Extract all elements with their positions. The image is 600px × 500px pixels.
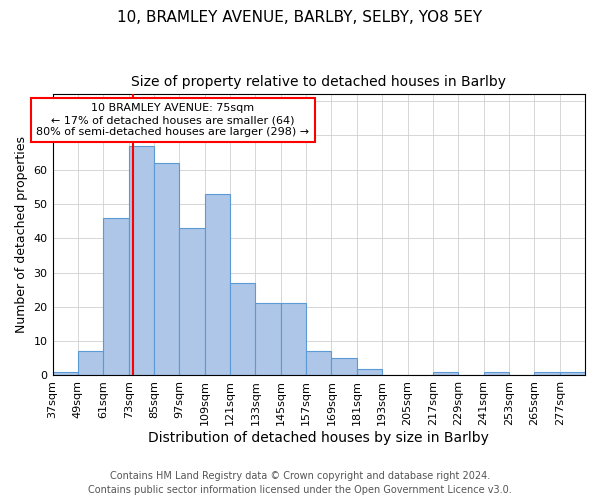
Bar [78,352,103,376]
Bar [103,218,128,376]
Bar [230,283,256,376]
Bar [484,372,509,376]
Bar [205,194,230,376]
Text: 10 BRAMLEY AVENUE: 75sqm
← 17% of detached houses are smaller (64)
80% of semi-d: 10 BRAMLEY AVENUE: 75sqm ← 17% of detach… [37,104,310,136]
Bar [256,304,281,376]
Text: 10, BRAMLEY AVENUE, BARLBY, SELBY, YO8 5EY: 10, BRAMLEY AVENUE, BARLBY, SELBY, YO8 5… [118,10,482,25]
Bar [53,372,78,376]
Bar [331,358,357,376]
X-axis label: Distribution of detached houses by size in Barlby: Distribution of detached houses by size … [148,431,489,445]
Bar [179,228,205,376]
Bar [154,163,179,376]
Bar [306,352,331,376]
Bar [357,368,382,376]
Bar [281,304,306,376]
Bar [534,372,560,376]
Title: Size of property relative to detached houses in Barlby: Size of property relative to detached ho… [131,75,506,89]
Bar [433,372,458,376]
Text: Contains HM Land Registry data © Crown copyright and database right 2024.
Contai: Contains HM Land Registry data © Crown c… [88,471,512,495]
Bar [128,146,154,376]
Y-axis label: Number of detached properties: Number of detached properties [15,136,28,334]
Bar [560,372,585,376]
